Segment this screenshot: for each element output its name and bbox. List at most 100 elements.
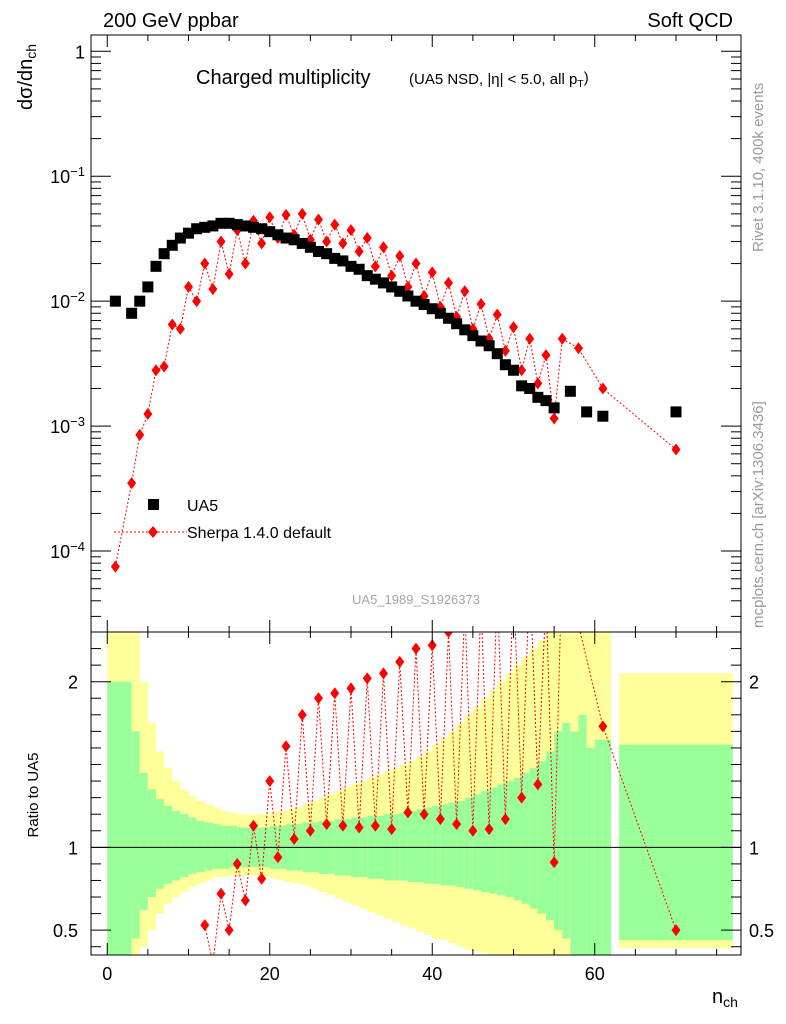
mc-point [346, 224, 356, 237]
data-point [158, 248, 170, 260]
x-tick-label: 20 [260, 964, 280, 984]
x-tick-label: 60 [585, 964, 605, 984]
ratio-tick-label-right: 2 [749, 673, 759, 693]
top-panel-frame [90, 34, 742, 633]
data-point [508, 364, 519, 376]
ratio-panel-frame [90, 631, 742, 956]
mc-point [143, 408, 153, 421]
band-inner-bin [529, 767, 538, 909]
ratio-tick-label-right: 1 [749, 838, 759, 858]
ratio-point [257, 872, 267, 885]
band-inner-bin [481, 791, 490, 893]
x-axis-label: nch [712, 986, 738, 1010]
ratio-point [379, 667, 388, 680]
legend-marker-sherpa [148, 526, 158, 538]
data-point [199, 221, 211, 233]
ratio-point [346, 682, 356, 695]
mc-point [598, 382, 608, 395]
band-inner-bin [586, 747, 595, 955]
mc-point [135, 428, 145, 441]
data-point [166, 239, 178, 251]
data-point [150, 260, 162, 272]
data-point [564, 385, 576, 397]
mc-point [387, 269, 397, 282]
y-tick-label: 10−2 [50, 289, 85, 312]
data-point [524, 383, 536, 395]
ratio-point [297, 708, 307, 721]
ratio-point [452, 818, 462, 831]
ratio-point [435, 813, 445, 826]
ratio-point [387, 823, 397, 836]
mc-point [216, 235, 226, 248]
data-point [231, 219, 243, 231]
ratio-point [200, 919, 210, 932]
ratio-point [598, 720, 608, 733]
ratio-point [533, 778, 543, 791]
data-point [670, 406, 682, 418]
data-point [459, 324, 471, 336]
ratio-point [322, 818, 332, 831]
ratio-point [273, 851, 283, 864]
ratio-point [305, 824, 315, 837]
data-point [394, 285, 406, 297]
band-inner-bin [196, 820, 205, 873]
mc-point [509, 321, 518, 334]
mc-point [192, 295, 202, 308]
band-inner-bin [570, 731, 579, 955]
ratio-point [370, 819, 380, 832]
data-point [264, 226, 276, 238]
band-inner-bin [554, 731, 563, 931]
band-inner-bin [212, 824, 221, 869]
mc-point [557, 332, 567, 345]
mc-series [110, 207, 681, 573]
data-point [304, 241, 316, 253]
legend-label-ua5: UA5 [187, 498, 218, 515]
mc-point [151, 364, 161, 377]
data-point [142, 281, 154, 293]
mc-point [517, 364, 527, 377]
band-inner-bin [521, 772, 530, 904]
band-inner-bin [139, 772, 148, 911]
band-inner-bin [578, 714, 587, 955]
header-right: Soft QCD [647, 10, 733, 32]
data-point [174, 232, 186, 244]
data-point [321, 248, 333, 260]
band-inner-bin [399, 812, 408, 881]
side-label-rivet: Rivet 3.1.10, 400k events [750, 83, 767, 252]
data-point [280, 232, 292, 244]
data-point [337, 255, 349, 267]
ratio-point [500, 813, 510, 826]
data-point [223, 217, 235, 229]
ratio-tick-label: 0.5 [53, 921, 78, 941]
mc-point [492, 308, 502, 321]
data-point [288, 234, 300, 246]
mc-point [208, 283, 218, 296]
mc-point [175, 322, 185, 335]
data-point [329, 252, 341, 264]
main-plot: 0 20 40 60 10−4 10−3 10−2 10−1 1 0.5 0.5 1 1 2 2 [50, 34, 774, 984]
data-point [426, 303, 438, 315]
mc-point [110, 560, 120, 573]
side-label-mcplots: mcplots.cern.ch [arXiv:1306.3436] [750, 401, 767, 628]
band-inner-bin [229, 825, 238, 868]
data-point [475, 335, 487, 347]
ratio-point [468, 824, 478, 837]
mc-point [281, 208, 291, 221]
band-inner-bin [505, 781, 514, 898]
data-point [597, 410, 609, 422]
ratio-tick-label: 2 [68, 673, 78, 693]
mc-point [314, 213, 323, 226]
mc-point [257, 237, 267, 250]
mc-point [411, 257, 421, 270]
data-point [410, 295, 422, 307]
mc-point [574, 342, 583, 355]
axes: 0 20 40 60 10−4 10−3 10−2 10−1 1 0.5 0.5 1 1 2 2 [50, 34, 774, 984]
band-inner-bin [156, 799, 165, 889]
ratio-point [362, 672, 372, 685]
ratio-point [671, 924, 681, 937]
legend: UA5 Sherpa 1.4.0 default [114, 498, 332, 542]
mc-point [184, 280, 193, 293]
band-inner-bin [204, 822, 213, 871]
data-point [191, 223, 203, 235]
data-point [434, 307, 446, 319]
